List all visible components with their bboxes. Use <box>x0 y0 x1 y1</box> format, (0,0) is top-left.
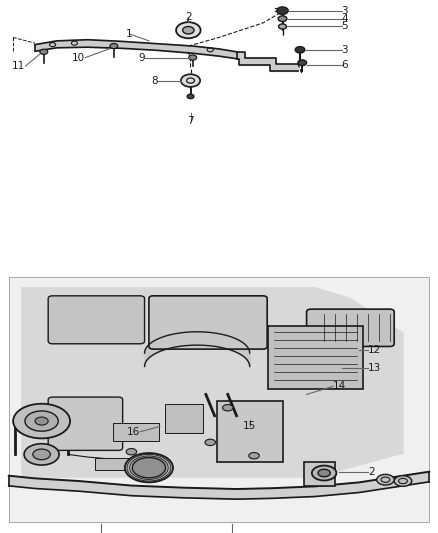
FancyBboxPatch shape <box>268 326 363 389</box>
Text: 5: 5 <box>342 21 348 31</box>
Polygon shape <box>22 288 403 477</box>
Circle shape <box>377 474 394 485</box>
Text: 13: 13 <box>368 364 381 373</box>
Text: 1: 1 <box>126 29 133 39</box>
Polygon shape <box>35 40 237 59</box>
Text: 3: 3 <box>342 6 348 15</box>
Text: 10: 10 <box>72 53 85 62</box>
Text: 14: 14 <box>333 382 346 391</box>
Text: 4: 4 <box>342 14 348 23</box>
FancyBboxPatch shape <box>48 397 123 450</box>
Circle shape <box>318 470 330 477</box>
Text: 3: 3 <box>342 45 348 55</box>
Text: 7: 7 <box>187 116 194 126</box>
Text: 11: 11 <box>12 61 25 71</box>
Circle shape <box>35 417 48 425</box>
FancyBboxPatch shape <box>217 401 283 462</box>
FancyBboxPatch shape <box>113 423 159 440</box>
Text: 16: 16 <box>127 427 140 437</box>
Polygon shape <box>9 472 429 499</box>
Circle shape <box>298 60 307 66</box>
Text: 2: 2 <box>185 12 192 22</box>
Circle shape <box>181 74 200 87</box>
Text: 15: 15 <box>243 422 256 431</box>
Circle shape <box>295 46 305 53</box>
Circle shape <box>13 404 70 438</box>
Circle shape <box>24 443 59 465</box>
Text: 9: 9 <box>138 53 145 62</box>
Circle shape <box>126 449 137 455</box>
Text: 8: 8 <box>151 76 158 86</box>
Circle shape <box>132 457 166 478</box>
Circle shape <box>176 22 201 38</box>
Text: 2: 2 <box>368 467 374 477</box>
FancyBboxPatch shape <box>48 296 145 344</box>
Circle shape <box>125 453 173 482</box>
FancyBboxPatch shape <box>9 277 429 522</box>
Circle shape <box>279 24 286 29</box>
FancyBboxPatch shape <box>304 462 335 486</box>
Circle shape <box>394 475 412 486</box>
Circle shape <box>33 449 50 459</box>
Circle shape <box>205 439 215 446</box>
Circle shape <box>183 27 194 34</box>
Circle shape <box>110 44 118 49</box>
Text: 6: 6 <box>342 60 348 70</box>
Circle shape <box>40 49 48 54</box>
Circle shape <box>25 411 58 431</box>
Circle shape <box>189 55 197 60</box>
FancyBboxPatch shape <box>95 457 133 470</box>
Polygon shape <box>237 52 298 71</box>
Circle shape <box>249 453 259 459</box>
Circle shape <box>312 466 336 481</box>
Circle shape <box>278 16 287 21</box>
FancyBboxPatch shape <box>165 405 203 433</box>
Circle shape <box>277 7 288 14</box>
Text: 12: 12 <box>368 345 381 356</box>
Circle shape <box>223 405 233 411</box>
Circle shape <box>187 94 194 99</box>
FancyBboxPatch shape <box>307 309 394 346</box>
FancyBboxPatch shape <box>149 296 267 349</box>
